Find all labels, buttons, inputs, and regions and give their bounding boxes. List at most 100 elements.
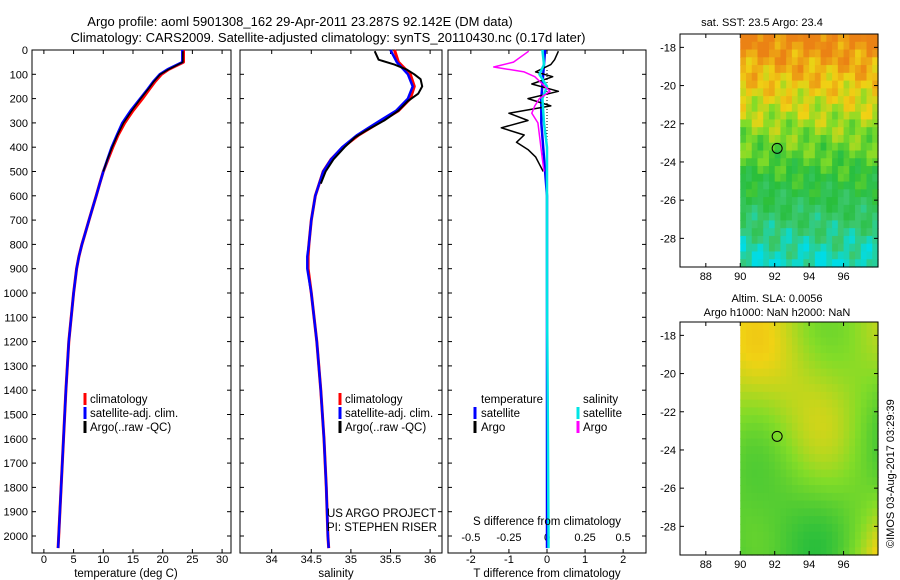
map-cell (786, 228, 793, 237)
map-cell (849, 384, 856, 393)
map-cell (837, 80, 845, 89)
map-cell (757, 422, 764, 432)
map-cell (843, 391, 850, 401)
map-cell (763, 322, 770, 331)
map-cell (786, 65, 793, 74)
map-cell (797, 181, 804, 190)
map-cell (837, 41, 845, 51)
map-cell (803, 72, 810, 82)
map-cell (832, 422, 839, 432)
map-cell (797, 547, 804, 556)
map-cell (814, 337, 822, 346)
map-cell (768, 329, 776, 339)
map-cell (751, 399, 759, 409)
map-cell (803, 228, 810, 237)
map-cell (814, 259, 822, 268)
map-cell (820, 360, 827, 370)
map-cell (837, 197, 845, 206)
map-cell (763, 57, 770, 66)
map-cell (746, 41, 753, 51)
map-cell (832, 41, 839, 51)
map-cell (786, 220, 793, 229)
map-cell (774, 158, 782, 167)
map-cell (757, 204, 764, 214)
map-cell (757, 65, 764, 74)
map-cell (872, 34, 879, 43)
map-cell (774, 337, 782, 346)
map-cell (814, 204, 822, 214)
depth-tick-label: 1100 (4, 312, 28, 324)
map-cell (757, 243, 764, 253)
map-cell (763, 34, 770, 43)
map-cell (820, 415, 827, 424)
map-cell (791, 360, 799, 370)
map-cell (820, 531, 827, 541)
map-border (679, 33, 879, 268)
map-cell (849, 322, 856, 331)
map-cell (832, 57, 839, 66)
map-cell (746, 204, 753, 214)
map-cell (780, 508, 787, 517)
map-cell (820, 353, 827, 362)
map-cell (757, 142, 764, 152)
map-cell (837, 181, 845, 190)
map-cell (814, 516, 822, 525)
map-cell (803, 220, 810, 229)
map-cell (860, 446, 868, 455)
map-cell (837, 243, 845, 253)
map-cell (803, 508, 810, 517)
map-cell (855, 485, 862, 494)
map-cell (855, 345, 862, 354)
map-cell (843, 360, 850, 370)
map-cell (820, 485, 827, 494)
map-cell (746, 88, 753, 97)
map-cell (757, 57, 764, 66)
map-cell (809, 508, 816, 517)
map-cell (843, 399, 850, 409)
map-cell (768, 119, 776, 128)
map-cell (786, 422, 793, 432)
map-cell (751, 251, 759, 260)
map-cell (872, 345, 879, 354)
difference-x-tick-label: 2 (620, 554, 626, 566)
map-cell (757, 235, 764, 245)
map-cell (855, 235, 862, 245)
map-cell (791, 477, 799, 486)
map-cell (820, 399, 827, 409)
map-cell (843, 454, 850, 463)
map-cell (791, 41, 799, 51)
map-cell (774, 384, 782, 393)
map-cell (774, 508, 782, 517)
map-cell (809, 119, 816, 128)
map-cell (786, 80, 793, 89)
map-cell (786, 523, 793, 533)
map-cell (866, 500, 873, 509)
legend-label-t-argo: Argo (481, 422, 505, 434)
map-cell (814, 220, 822, 229)
map-cell (809, 446, 816, 455)
map-cell (826, 391, 833, 401)
map-cell (826, 259, 833, 268)
map-cell (866, 49, 873, 58)
map-cell (774, 407, 782, 416)
map-cell (768, 368, 776, 377)
map-cell (826, 337, 833, 346)
map-cell (855, 446, 862, 455)
map-cell (791, 65, 799, 74)
map-cell (809, 360, 816, 370)
map-cell (843, 376, 850, 385)
map-cell (751, 461, 759, 471)
map-cell (763, 422, 770, 432)
map-cell (797, 415, 804, 424)
map-cell (849, 259, 856, 268)
map-cell (797, 422, 804, 432)
map-cell (832, 259, 839, 268)
map-cell (746, 508, 753, 517)
map-cell (786, 134, 793, 144)
map-cell (832, 88, 839, 97)
map-cell (814, 329, 822, 339)
depth-tick-label: 1500 (4, 409, 28, 421)
temperature-x-tick-label: 15 (127, 554, 139, 566)
map-cell (826, 127, 833, 136)
map-cell (843, 41, 850, 51)
